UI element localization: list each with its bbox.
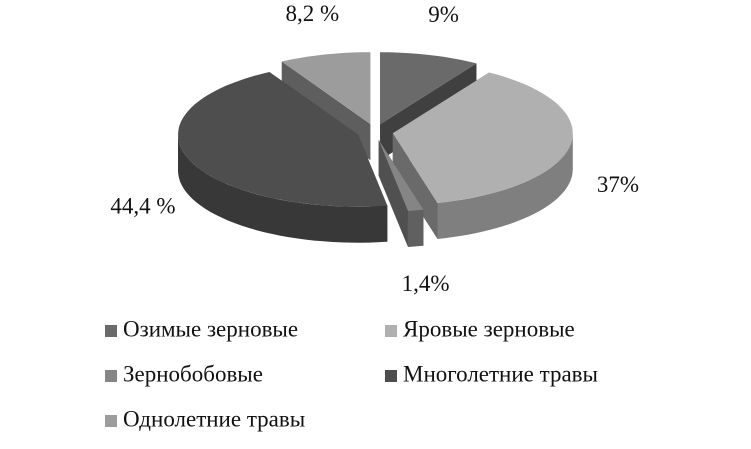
slice-side xyxy=(378,139,408,247)
legend-swatch xyxy=(105,325,117,337)
data-label: 9% xyxy=(428,2,459,27)
legend-label: Яровые зерновые xyxy=(403,316,575,341)
legend-swatch xyxy=(105,415,117,427)
slice xyxy=(178,72,388,243)
slice xyxy=(378,139,424,247)
data-label: 44,4 % xyxy=(110,193,175,218)
data-label: 8,2 % xyxy=(285,1,339,26)
slice-wall xyxy=(437,133,573,239)
legend-swatch xyxy=(105,370,117,382)
legend-label: Озимые зерновые xyxy=(123,316,298,341)
slice xyxy=(392,72,573,240)
data-label: 1,4% xyxy=(402,271,450,296)
slice-top xyxy=(281,52,371,125)
legend-label: Зернобобовые xyxy=(123,361,263,386)
slice-side xyxy=(392,133,438,240)
slice-top xyxy=(392,72,573,203)
legend-swatch xyxy=(385,325,397,337)
data-label: 37% xyxy=(597,172,639,197)
legend-swatch xyxy=(385,370,397,382)
slice-wall xyxy=(178,134,388,243)
slice-wall xyxy=(408,209,424,247)
legend-label: Многолетние травы xyxy=(403,361,598,386)
legend-label: Однолетние травы xyxy=(123,406,305,431)
slice-top xyxy=(378,139,424,211)
slice-top xyxy=(380,52,477,125)
slice-top xyxy=(178,72,388,207)
